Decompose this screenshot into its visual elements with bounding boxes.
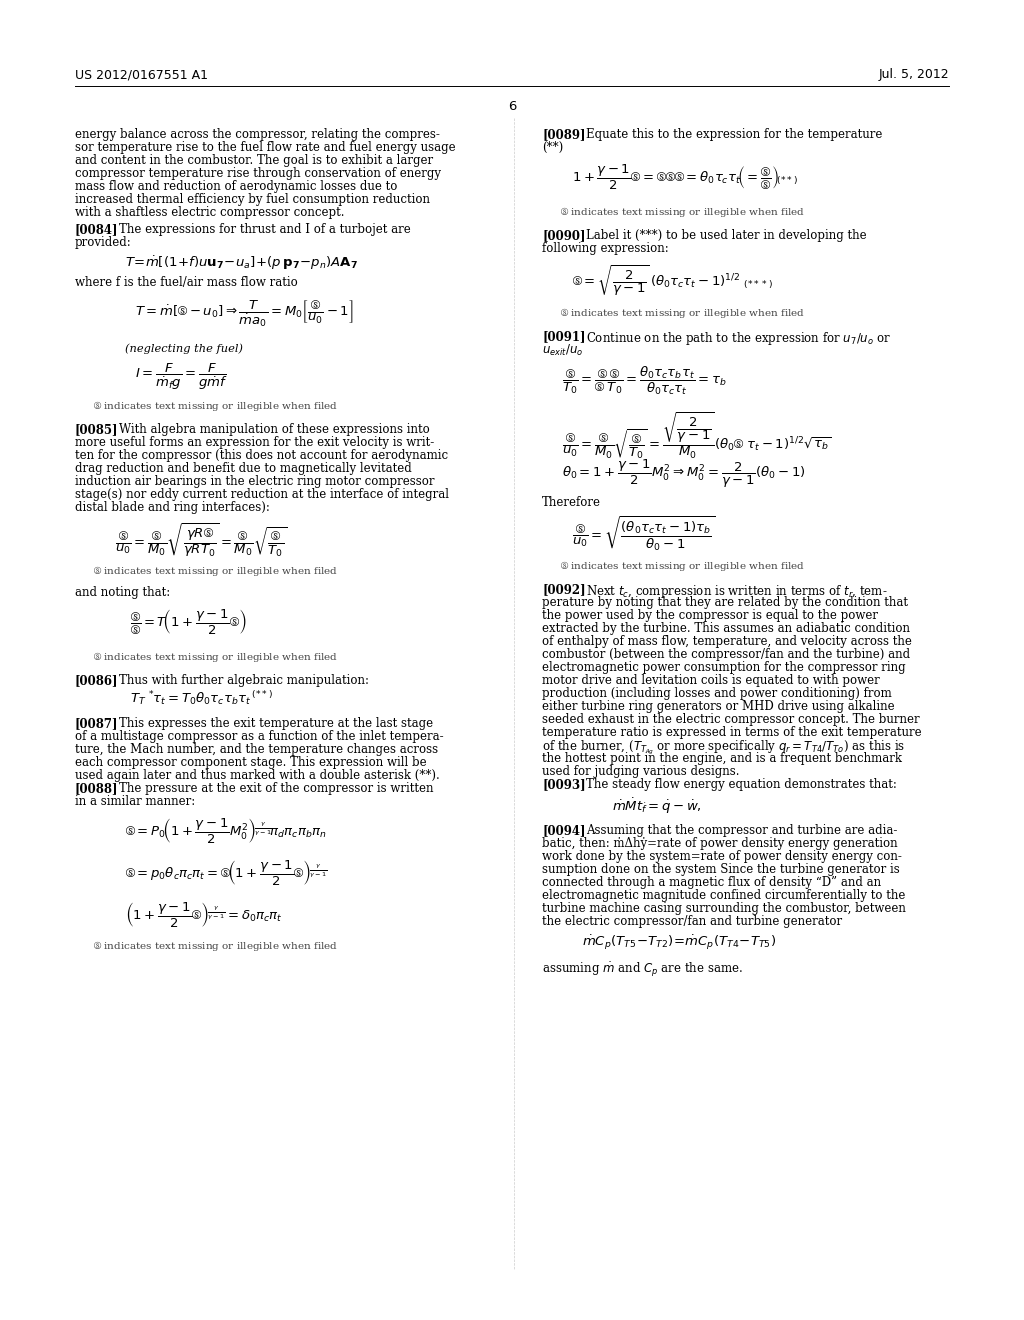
Text: batic, then: ṁΔhẏ=rate of power density energy generation: batic, then: ṁΔhẏ=rate of power density …	[542, 837, 898, 850]
Text: assuming $\dot{m}$ and $C_p$ are the same.: assuming $\dot{m}$ and $C_p$ are the sam…	[542, 961, 743, 979]
Text: the power used by the compressor is equal to the power: the power used by the compressor is equa…	[542, 609, 878, 622]
Text: induction air bearings in the electric ring motor compressor: induction air bearings in the electric r…	[75, 475, 434, 488]
Text: [0084]: [0084]	[75, 223, 119, 236]
Text: provided:: provided:	[75, 236, 132, 249]
Text: $\circledS$ indicates text missing or illegible when filed: $\circledS$ indicates text missing or il…	[93, 399, 338, 413]
Text: work done by the system=rate of power density energy con-: work done by the system=rate of power de…	[542, 850, 902, 863]
Text: the hottest point in the engine, and is a frequent benchmark: the hottest point in the engine, and is …	[542, 752, 902, 766]
Text: where f is the fuel/air mass flow ratio: where f is the fuel/air mass flow ratio	[75, 276, 298, 289]
Text: $\circledS$ indicates text missing or illegible when filed: $\circledS$ indicates text missing or il…	[560, 205, 805, 219]
Text: (**): (**)	[542, 141, 563, 154]
Text: $\dot{m}\dot{M}t_{\dot{f}}=\dot{q}-\dot{w},$: $\dot{m}\dot{M}t_{\dot{f}}=\dot{q}-\dot{…	[612, 796, 701, 816]
Text: With algebra manipulation of these expressions into: With algebra manipulation of these expre…	[119, 422, 430, 436]
Text: combustor (between the compressor/fan and the turbine) and: combustor (between the compressor/fan an…	[542, 648, 910, 661]
Text: used again later and thus marked with a double asterisk (**).: used again later and thus marked with a …	[75, 770, 439, 781]
Text: Label it (***) to be used later in developing the: Label it (***) to be used later in devel…	[586, 228, 866, 242]
Text: Assuming that the compressor and turbine are adia-: Assuming that the compressor and turbine…	[586, 824, 897, 837]
Text: $\circledS = P_0\!\left(1 + \dfrac{\gamma-1}{2}M_0^2\right)^{\!\frac{\gamma}{\ga: $\circledS = P_0\!\left(1 + \dfrac{\gamm…	[125, 817, 327, 846]
Text: drag reduction and benefit due to magnetically levitated: drag reduction and benefit due to magnet…	[75, 462, 412, 475]
Text: [0094]: [0094]	[542, 824, 586, 837]
Text: perature by noting that they are related by the condition that: perature by noting that they are related…	[542, 597, 908, 609]
Text: following expression:: following expression:	[542, 242, 669, 255]
Text: $T_T\,^*\!\tau_t = T_0\theta_0\tau_c\tau_b\tau_t\,^{(**)}$: $T_T\,^*\!\tau_t = T_0\theta_0\tau_c\tau…	[130, 689, 273, 708]
Text: $\dfrac{\circledS}{T_0} = \dfrac{\circledS\;\circledS}{\circledS\;T_0} = \dfrac{: $\dfrac{\circledS}{T_0} = \dfrac{\circle…	[562, 366, 726, 397]
Text: $\circledS$ indicates text missing or illegible when filed: $\circledS$ indicates text missing or il…	[93, 564, 338, 578]
Text: The expressions for thrust and I of a turbojet are: The expressions for thrust and I of a tu…	[119, 223, 411, 236]
Text: [0087]: [0087]	[75, 717, 119, 730]
Text: The steady flow energy equation demonstrates that:: The steady flow energy equation demonstr…	[586, 777, 897, 791]
Text: either turbine ring generators or MHD drive using alkaline: either turbine ring generators or MHD dr…	[542, 700, 895, 713]
Text: Therefore: Therefore	[542, 496, 601, 510]
Text: $\theta_0 = 1 + \dfrac{\gamma-1}{2}M_0^2 \Rightarrow M_0^2 = \dfrac{2}{\gamma-1}: $\theta_0 = 1 + \dfrac{\gamma-1}{2}M_0^2…	[562, 458, 806, 490]
Text: $1 + \dfrac{\gamma-1}{2}\circledS = \circledS\circledS\circledS = \theta_0\tau_c: $1 + \dfrac{\gamma-1}{2}\circledS = \cir…	[572, 162, 798, 193]
Text: [0093]: [0093]	[542, 777, 586, 791]
Text: $T = \dot{m}[\circledS - u_0] \Rightarrow \dfrac{T}{\dot{m}a_0} = M_0\left[\dfra: $T = \dot{m}[\circledS - u_0] \Rightarro…	[135, 298, 353, 329]
Text: $\left(1 + \dfrac{\gamma-1}{2}\circledS\right)^{\!\frac{\gamma}{\gamma-1}} = \de: $\left(1 + \dfrac{\gamma-1}{2}\circledS\…	[125, 902, 283, 931]
Text: in a similar manner:: in a similar manner:	[75, 795, 196, 808]
Text: Next $t_c$, compression is written in terms of $t_r$, tem-: Next $t_c$, compression is written in te…	[586, 583, 888, 601]
Text: temperature ratio is expressed in terms of the exit temperature: temperature ratio is expressed in terms …	[542, 726, 922, 739]
Text: and noting that:: and noting that:	[75, 586, 170, 599]
Text: $\circledS = \sqrt{\dfrac{2}{\gamma-1}}\,(\theta_0\tau_c\tau_t - 1)^{1/2}\;_{(**: $\circledS = \sqrt{\dfrac{2}{\gamma-1}}\…	[572, 264, 773, 300]
Text: $u_{exit}/u_o$: $u_{exit}/u_o$	[542, 343, 584, 358]
Text: The pressure at the exit of the compressor is written: The pressure at the exit of the compress…	[119, 781, 433, 795]
Text: [0088]: [0088]	[75, 781, 119, 795]
Text: and content in the combustor. The goal is to exhibit a larger: and content in the combustor. The goal i…	[75, 154, 433, 168]
Text: $\circledS$ indicates text missing or illegible when filed: $\circledS$ indicates text missing or il…	[560, 306, 805, 319]
Text: each compressor component stage. This expression will be: each compressor component stage. This ex…	[75, 756, 427, 770]
Text: sor temperature rise to the fuel flow rate and fuel energy usage: sor temperature rise to the fuel flow ra…	[75, 141, 456, 154]
Text: distal blade and ring interfaces):: distal blade and ring interfaces):	[75, 502, 270, 513]
Text: This expresses the exit temperature at the last stage: This expresses the exit temperature at t…	[119, 717, 433, 730]
Text: stage(s) nor eddy current reduction at the interface of integral: stage(s) nor eddy current reduction at t…	[75, 488, 449, 502]
Text: more useful forms an expression for the exit velocity is writ-: more useful forms an expression for the …	[75, 436, 434, 449]
Text: mass flow and reduction of aerodynamic losses due to: mass flow and reduction of aerodynamic l…	[75, 180, 397, 193]
Text: Equate this to the expression for the temperature: Equate this to the expression for the te…	[586, 128, 883, 141]
Text: $T\!=\!\dot{m}[(1\!+\!f)u\mathbf{u_7}\!-\!u_a]\!+\!(p\,\mathbf{p_7}\!-\!p_n)A\ma: $T\!=\!\dot{m}[(1\!+\!f)u\mathbf{u_7}\!-…	[125, 253, 358, 272]
Text: of the burner, ($T_{T_{4g}}$ or more specifically $q_r = T_{T4}/T_{To}$) as this: of the burner, ($T_{T_{4g}}$ or more spe…	[542, 739, 905, 758]
Text: sumption done on the system Since the turbine generator is: sumption done on the system Since the tu…	[542, 863, 900, 876]
Text: of a multistage compressor as a function of the inlet tempera-: of a multistage compressor as a function…	[75, 730, 443, 743]
Text: [0085]: [0085]	[75, 422, 119, 436]
Text: $\dot{m}C_p(T_{T5}\!-\!T_{T2})\!=\!\dot{m}C_p(T_{T4}\!-\!T_{T5})$: $\dot{m}C_p(T_{T5}\!-\!T_{T2})\!=\!\dot{…	[582, 933, 776, 952]
Text: $\dfrac{\circledS}{u_0} = \sqrt{\dfrac{(\theta_0\tau_c\tau_t-1)\tau_b}{\theta_0-: $\dfrac{\circledS}{u_0} = \sqrt{\dfrac{(…	[572, 513, 715, 553]
Text: production (including losses and power conditioning) from: production (including losses and power c…	[542, 686, 892, 700]
Text: $\circledS$ indicates text missing or illegible when filed: $\circledS$ indicates text missing or il…	[93, 649, 338, 664]
Text: used for judging various designs.: used for judging various designs.	[542, 766, 739, 777]
Text: motor drive and levitation coils is equated to with power: motor drive and levitation coils is equa…	[542, 675, 880, 686]
Text: $\circledS$ indicates text missing or illegible when filed: $\circledS$ indicates text missing or il…	[560, 558, 805, 573]
Text: connected through a magnetic flux of density “D” and an: connected through a magnetic flux of den…	[542, 876, 881, 888]
Text: [0092]: [0092]	[542, 583, 586, 597]
Text: 6: 6	[508, 100, 516, 114]
Text: compressor temperature rise through conservation of energy: compressor temperature rise through cons…	[75, 168, 441, 180]
Text: $\circledS$ indicates text missing or illegible when filed: $\circledS$ indicates text missing or il…	[93, 939, 338, 953]
Text: [0090]: [0090]	[542, 228, 586, 242]
Text: $I = \dfrac{F}{\dot{m}_{f}g} = \dfrac{F}{g\dot{m}f}$: $I = \dfrac{F}{\dot{m}_{f}g} = \dfrac{F}…	[135, 360, 227, 392]
Text: the electric compressor/fan and turbine generator: the electric compressor/fan and turbine …	[542, 915, 842, 928]
Text: [0086]: [0086]	[75, 675, 119, 686]
Text: of enthalpy of mass flow, temperature, and velocity across the: of enthalpy of mass flow, temperature, a…	[542, 635, 912, 648]
Text: ten for the compressor (this does not account for aerodynamic: ten for the compressor (this does not ac…	[75, 449, 449, 462]
Text: with a shaftless electric compressor concept.: with a shaftless electric compressor con…	[75, 206, 344, 219]
Text: turbine machine casing surrounding the combustor, between: turbine machine casing surrounding the c…	[542, 902, 906, 915]
Text: [0091]: [0091]	[542, 330, 586, 343]
Text: (neglecting the fuel): (neglecting the fuel)	[125, 343, 243, 354]
Text: increased thermal efficiency by fuel consumption reduction: increased thermal efficiency by fuel con…	[75, 193, 430, 206]
Text: Continue on the path to the expression for $u_7/u_o$ or: Continue on the path to the expression f…	[586, 330, 891, 347]
Text: energy balance across the compressor, relating the compres-: energy balance across the compressor, re…	[75, 128, 440, 141]
Text: $\circledS = p_0\theta_c\pi_c\pi_t = \circledS\!\left(1 + \dfrac{\gamma-1}{2}\ci: $\circledS = p_0\theta_c\pi_c\pi_t = \ci…	[125, 859, 328, 888]
Text: $\dfrac{\circledS}{u_0} = \dfrac{\circledS}{M_0}\sqrt{\dfrac{\circledS}{T_0}} = : $\dfrac{\circledS}{u_0} = \dfrac{\circle…	[562, 411, 831, 461]
Text: [0089]: [0089]	[542, 128, 586, 141]
Text: $\dfrac{\circledS}{\circledS} = T\!\left(1 + \dfrac{\gamma-1}{2}\circledS\right): $\dfrac{\circledS}{\circledS} = T\!\left…	[130, 609, 247, 638]
Text: extracted by the turbine. This assumes an adiabatic condition: extracted by the turbine. This assumes a…	[542, 622, 910, 635]
Text: electromagnetic power consumption for the compressor ring: electromagnetic power consumption for th…	[542, 661, 905, 675]
Text: Thus with further algebraic manipulation:: Thus with further algebraic manipulation…	[119, 675, 369, 686]
Text: ture, the Mach number, and the temperature changes across: ture, the Mach number, and the temperatu…	[75, 743, 438, 756]
Text: seeded exhaust in the electric compressor concept. The burner: seeded exhaust in the electric compresso…	[542, 713, 920, 726]
Text: Jul. 5, 2012: Jul. 5, 2012	[879, 69, 949, 81]
Text: electromagnetic magnitude confined circumferentially to the: electromagnetic magnitude confined circu…	[542, 888, 905, 902]
Text: US 2012/0167551 A1: US 2012/0167551 A1	[75, 69, 208, 81]
Text: $\dfrac{\circledS}{u_0} = \dfrac{\circledS}{M_0}\sqrt{\dfrac{\gamma R\circledS}{: $\dfrac{\circledS}{u_0} = \dfrac{\circle…	[115, 521, 288, 560]
